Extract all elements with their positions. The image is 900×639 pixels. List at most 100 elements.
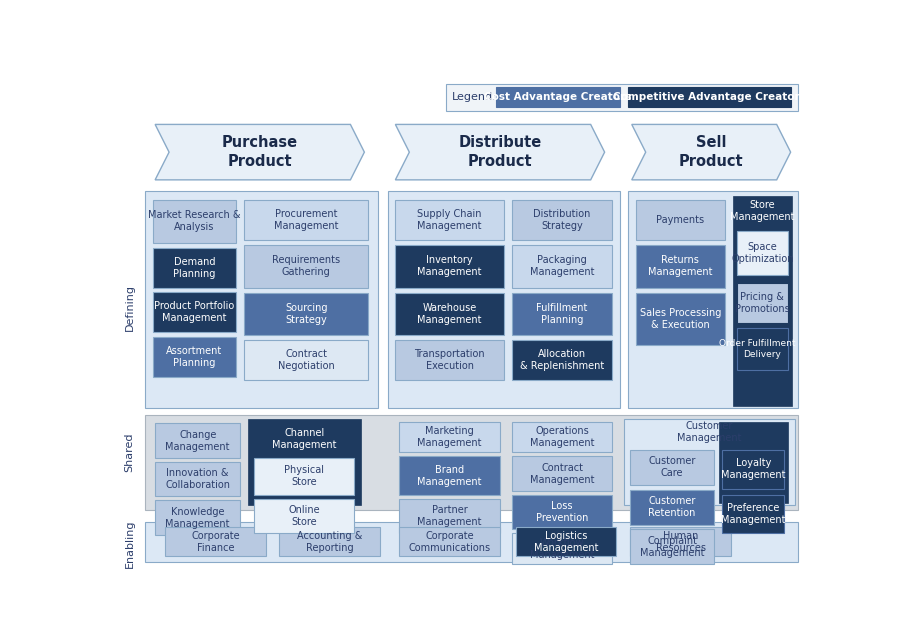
Text: Sell
Product: Sell Product bbox=[679, 135, 743, 169]
FancyBboxPatch shape bbox=[145, 415, 798, 510]
FancyBboxPatch shape bbox=[511, 200, 612, 240]
FancyBboxPatch shape bbox=[279, 527, 380, 557]
FancyBboxPatch shape bbox=[155, 500, 240, 535]
FancyBboxPatch shape bbox=[733, 196, 792, 406]
Text: Payments: Payments bbox=[656, 215, 704, 225]
FancyBboxPatch shape bbox=[511, 293, 612, 335]
Text: Market Research &
Analysis: Market Research & Analysis bbox=[148, 210, 240, 233]
Text: Procurement
Management: Procurement Management bbox=[274, 209, 338, 231]
FancyBboxPatch shape bbox=[153, 337, 236, 377]
Text: Distribution
Strategy: Distribution Strategy bbox=[534, 209, 590, 231]
Text: Loss
Prevention: Loss Prevention bbox=[536, 501, 589, 523]
FancyBboxPatch shape bbox=[624, 419, 795, 505]
FancyBboxPatch shape bbox=[511, 495, 612, 530]
FancyBboxPatch shape bbox=[244, 200, 368, 240]
FancyBboxPatch shape bbox=[145, 521, 798, 562]
FancyBboxPatch shape bbox=[255, 498, 355, 534]
FancyBboxPatch shape bbox=[630, 527, 731, 557]
FancyBboxPatch shape bbox=[630, 490, 714, 525]
FancyBboxPatch shape bbox=[737, 231, 788, 275]
FancyBboxPatch shape bbox=[635, 200, 724, 240]
FancyBboxPatch shape bbox=[630, 530, 714, 564]
Text: Human
Resources: Human Resources bbox=[655, 531, 706, 553]
Text: Customer
Care: Customer Care bbox=[648, 456, 696, 479]
Text: Packaging
Management: Packaging Management bbox=[530, 256, 594, 277]
FancyBboxPatch shape bbox=[155, 423, 240, 458]
FancyBboxPatch shape bbox=[511, 245, 612, 288]
Text: Customer
Retention: Customer Retention bbox=[648, 497, 696, 518]
Text: Knowledge
Management: Knowledge Management bbox=[166, 507, 230, 528]
FancyBboxPatch shape bbox=[155, 462, 240, 497]
FancyBboxPatch shape bbox=[723, 495, 785, 534]
Text: Change
Management: Change Management bbox=[166, 429, 230, 452]
FancyBboxPatch shape bbox=[723, 450, 785, 489]
FancyBboxPatch shape bbox=[244, 293, 368, 335]
Text: Fulfillment
Planning: Fulfillment Planning bbox=[536, 304, 588, 325]
FancyBboxPatch shape bbox=[511, 340, 612, 380]
Text: Purchase
Product: Purchase Product bbox=[221, 135, 298, 169]
FancyBboxPatch shape bbox=[248, 419, 361, 505]
FancyBboxPatch shape bbox=[395, 245, 504, 288]
FancyBboxPatch shape bbox=[153, 248, 236, 288]
Text: Shared: Shared bbox=[124, 433, 135, 472]
Text: Cost Advantage Creators: Cost Advantage Creators bbox=[484, 93, 632, 102]
Text: Demand
Planning: Demand Planning bbox=[173, 257, 215, 279]
Text: Contract
Management: Contract Management bbox=[530, 463, 594, 484]
Text: Competitive Advantage Creators: Competitive Advantage Creators bbox=[613, 93, 806, 102]
Text: Enabling: Enabling bbox=[124, 519, 135, 567]
Text: Order Fulfillment &
Delivery: Order Fulfillment & Delivery bbox=[719, 339, 806, 358]
FancyBboxPatch shape bbox=[446, 84, 798, 111]
FancyBboxPatch shape bbox=[635, 245, 724, 288]
FancyBboxPatch shape bbox=[718, 422, 788, 504]
Text: Returns
Management: Returns Management bbox=[648, 256, 713, 277]
Text: Legend:: Legend: bbox=[452, 93, 497, 102]
Text: Sales Processing
& Execution: Sales Processing & Execution bbox=[640, 308, 721, 330]
FancyBboxPatch shape bbox=[153, 292, 236, 332]
FancyBboxPatch shape bbox=[400, 456, 500, 495]
FancyBboxPatch shape bbox=[395, 293, 504, 335]
Text: Preference
Management: Preference Management bbox=[721, 503, 786, 525]
Text: Accounting &
Reporting: Accounting & Reporting bbox=[297, 531, 362, 553]
Polygon shape bbox=[632, 125, 790, 180]
Text: Logistics
Management: Logistics Management bbox=[534, 531, 598, 553]
FancyBboxPatch shape bbox=[166, 527, 266, 557]
FancyBboxPatch shape bbox=[395, 340, 504, 380]
FancyBboxPatch shape bbox=[496, 88, 620, 107]
Text: Customer
Management: Customer Management bbox=[677, 421, 742, 443]
Text: Workflow
Management: Workflow Management bbox=[530, 537, 594, 560]
FancyBboxPatch shape bbox=[737, 283, 788, 323]
Text: Supply Chain
Management: Supply Chain Management bbox=[418, 209, 482, 231]
Text: Allocation
& Replenishment: Allocation & Replenishment bbox=[520, 349, 604, 371]
Text: Distribute
Product: Distribute Product bbox=[458, 135, 542, 169]
FancyBboxPatch shape bbox=[145, 190, 378, 408]
FancyBboxPatch shape bbox=[737, 328, 788, 370]
Text: Corporate
Finance: Corporate Finance bbox=[192, 531, 240, 553]
Text: Warehouse
Management: Warehouse Management bbox=[418, 304, 482, 325]
Text: Sourcing
Strategy: Sourcing Strategy bbox=[285, 304, 328, 325]
Polygon shape bbox=[395, 125, 605, 180]
Text: Physical
Store: Physical Store bbox=[284, 465, 324, 488]
Text: Complaint
Management: Complaint Management bbox=[640, 535, 705, 558]
FancyBboxPatch shape bbox=[400, 527, 500, 557]
FancyBboxPatch shape bbox=[628, 190, 798, 408]
Text: Product Portfolio
Management: Product Portfolio Management bbox=[154, 302, 234, 323]
FancyBboxPatch shape bbox=[635, 293, 724, 346]
FancyBboxPatch shape bbox=[511, 534, 612, 564]
FancyBboxPatch shape bbox=[255, 458, 355, 495]
FancyBboxPatch shape bbox=[244, 245, 368, 288]
Text: Marketing
Management: Marketing Management bbox=[418, 426, 482, 448]
FancyBboxPatch shape bbox=[153, 200, 236, 243]
Text: Transportation
Execution: Transportation Execution bbox=[414, 349, 485, 371]
Text: Assortment
Planning: Assortment Planning bbox=[166, 346, 222, 368]
FancyBboxPatch shape bbox=[516, 527, 616, 557]
Text: Operations
Management: Operations Management bbox=[530, 426, 594, 448]
FancyBboxPatch shape bbox=[244, 340, 368, 380]
Text: Online
Store: Online Store bbox=[289, 505, 320, 527]
FancyBboxPatch shape bbox=[388, 190, 620, 408]
Text: Inventory
Management: Inventory Management bbox=[418, 256, 482, 277]
Text: Brand
Management: Brand Management bbox=[418, 465, 482, 486]
Text: Requirements
Gathering: Requirements Gathering bbox=[272, 256, 340, 277]
Text: Innovation &
Collaboration: Innovation & Collaboration bbox=[166, 468, 230, 490]
FancyBboxPatch shape bbox=[511, 422, 612, 452]
Text: Pricing &
Promotions: Pricing & Promotions bbox=[735, 292, 789, 314]
